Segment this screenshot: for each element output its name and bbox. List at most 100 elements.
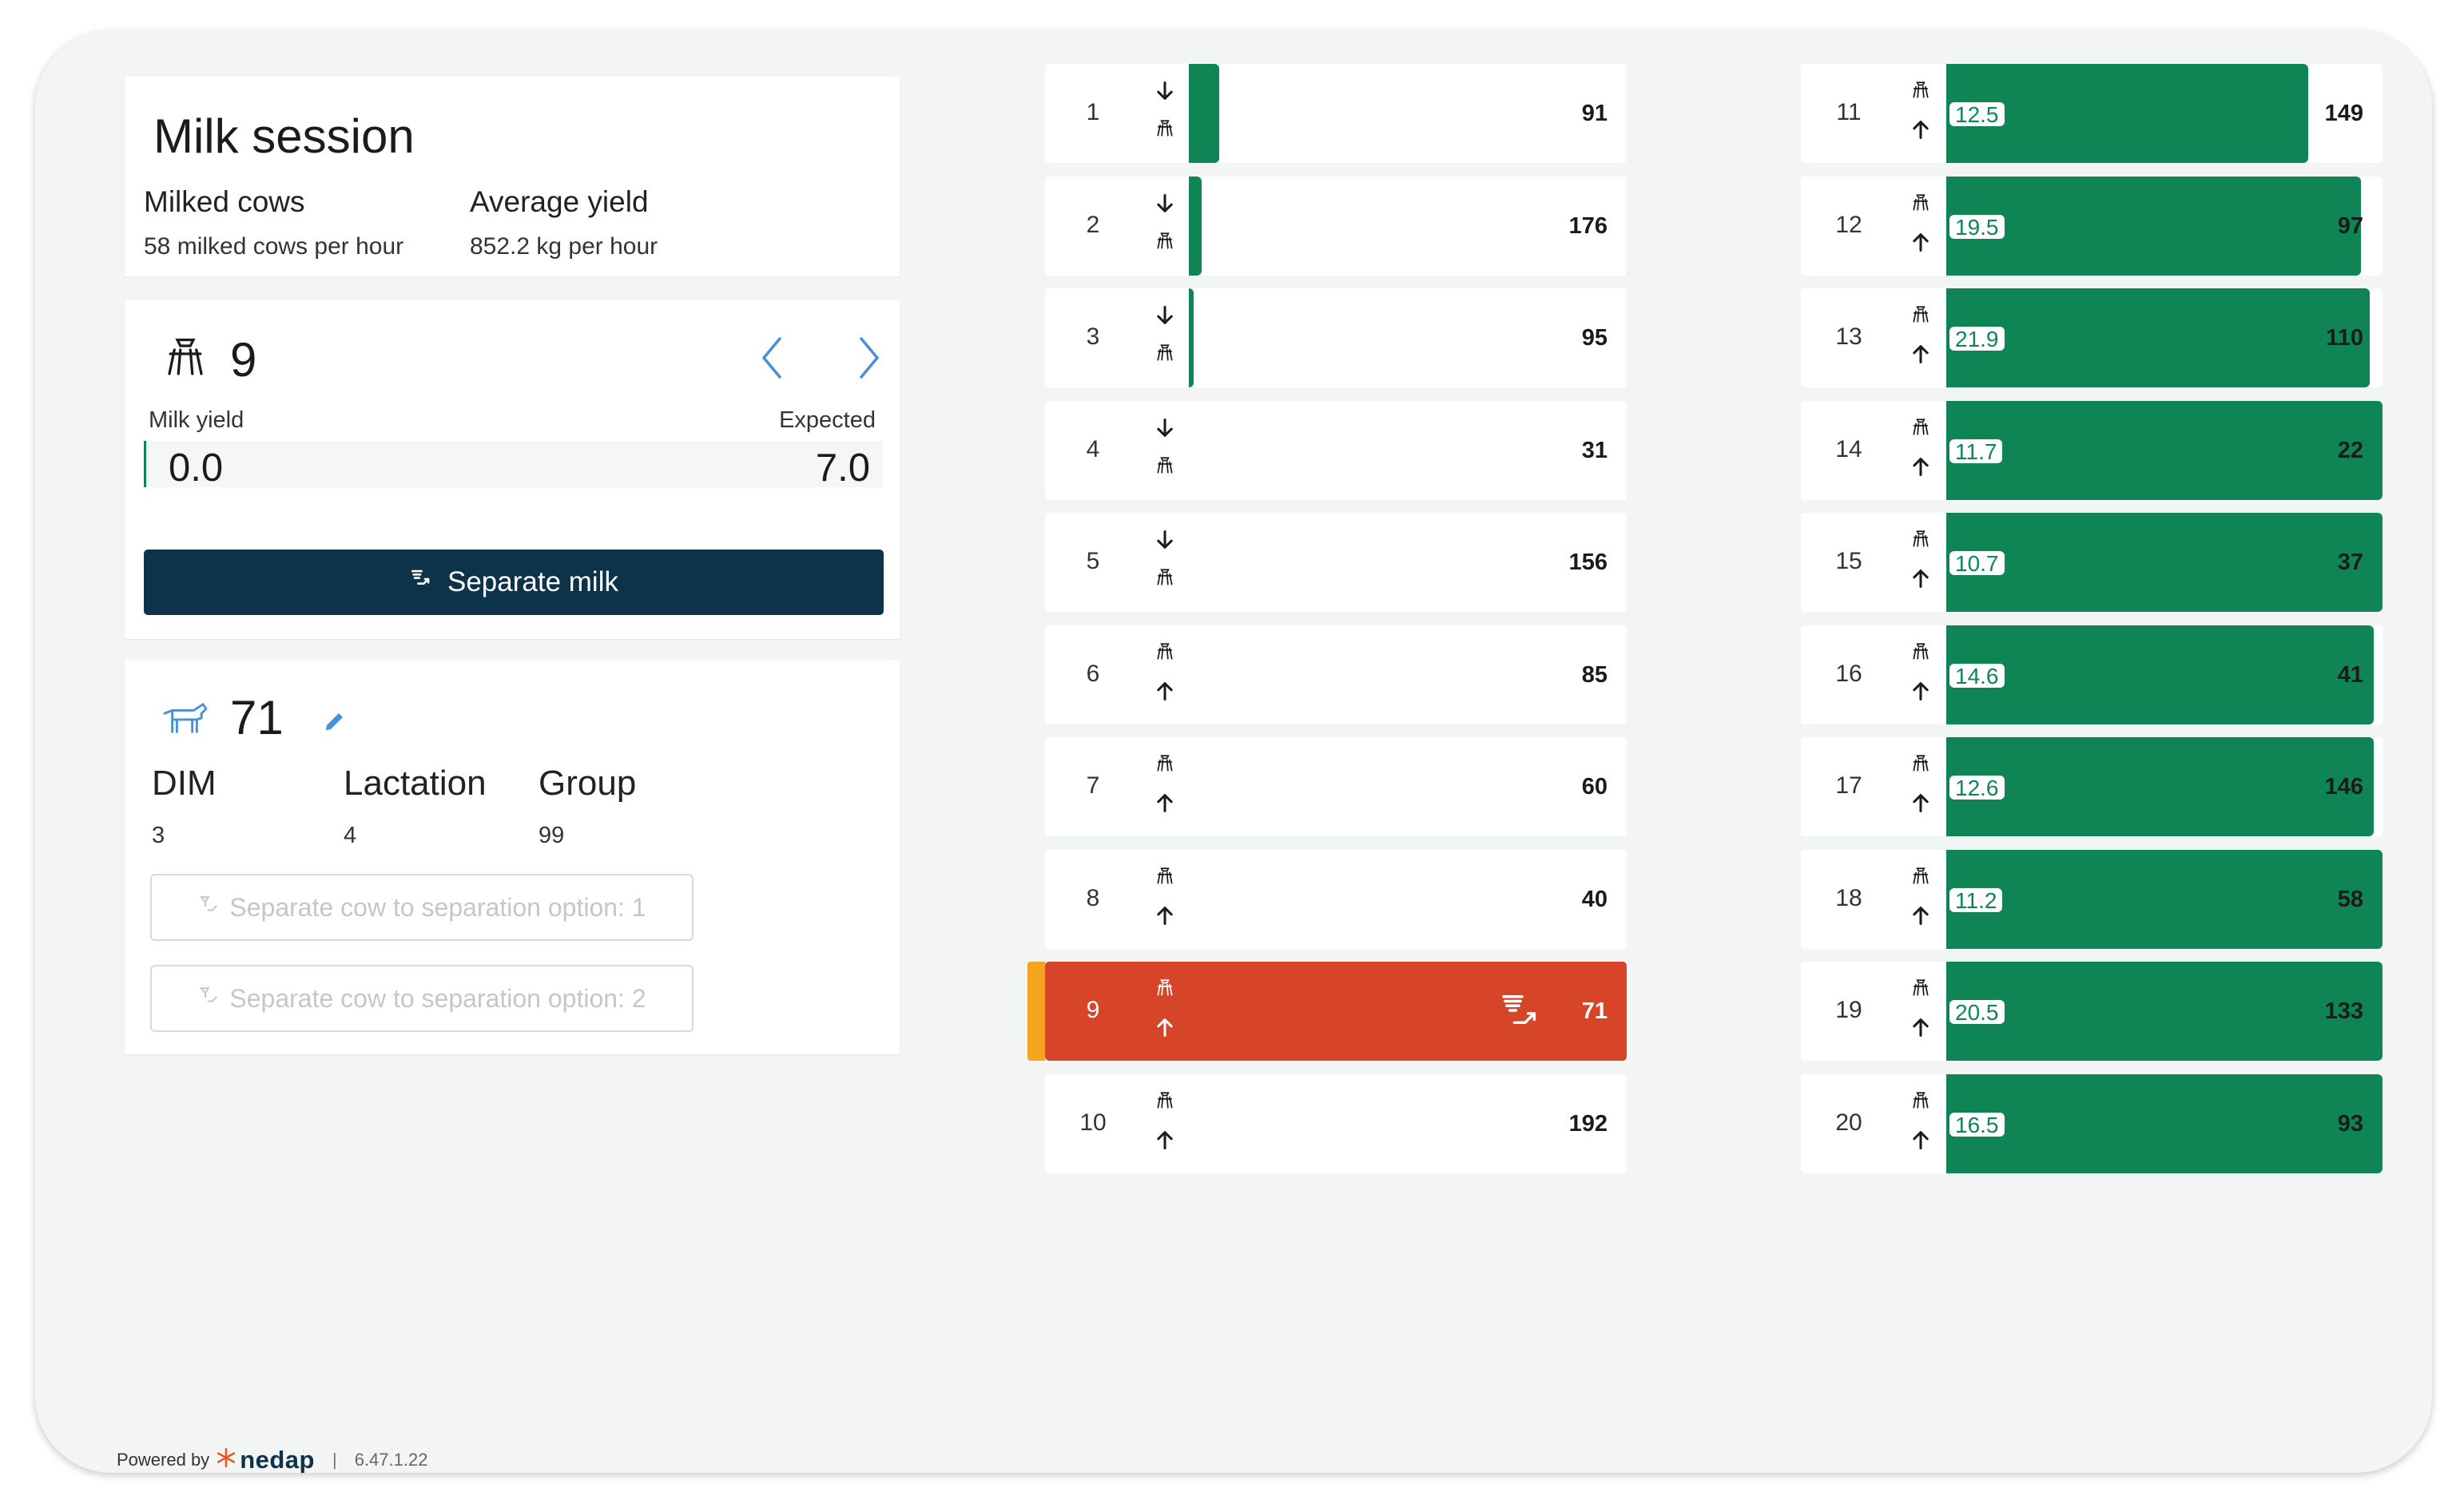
- stall-detail-panel: 9 Milk yield Expected 0.0 7.0 Separate m…: [125, 300, 900, 639]
- stall-row[interactable]: 20 16.5 93: [1801, 1073, 2383, 1173]
- milking-cluster-icon: [1910, 753, 1931, 778]
- separate-milk-icon: [1500, 992, 1544, 1033]
- arrow-down-icon: [1154, 192, 1176, 219]
- milk-yield-badge: 19.5: [1949, 214, 2005, 240]
- stall-row-number: 8: [1086, 884, 1100, 911]
- stall-row[interactable]: 1 91: [1045, 64, 1627, 163]
- milk-yield-badge: 16.5: [1949, 1112, 2005, 1137]
- milk-yield-badge: 11.2: [1949, 887, 2003, 913]
- stall-row-number: 19: [1835, 997, 1862, 1023]
- cow-number-label: 192: [1568, 1110, 1608, 1137]
- separation-option-2-button[interactable]: Separate cow to separation option: 2: [150, 965, 693, 1032]
- milked-cows-label: Milked cows: [144, 185, 305, 218]
- cow-number-label: 37: [2337, 550, 2363, 575]
- milk-progress-bar: [1946, 400, 2383, 500]
- powered-by-label: Powered by: [117, 1450, 210, 1470]
- pencil-icon[interactable]: [323, 709, 347, 737]
- milking-cluster-icon: [1155, 1090, 1175, 1115]
- cow-number-label: 93: [2337, 1110, 2363, 1137]
- separate-milk-label: Separate milk: [447, 566, 618, 597]
- milk-yield-badge: 10.7: [1949, 551, 2005, 576]
- group-label: Group: [539, 764, 637, 803]
- stall-row[interactable]: 10 192: [1045, 1073, 1627, 1173]
- footer: Powered by nedap | 6.47.1.22: [117, 1446, 427, 1473]
- stall-row-number: 1: [1086, 99, 1100, 125]
- milk-session-panel: Milk session Milked cows 58 milked cows …: [125, 77, 900, 276]
- active-stall-marker: [1027, 962, 1045, 1061]
- arrow-up-icon: [1910, 904, 1932, 931]
- stall-row[interactable]: 14 11.7 22: [1801, 400, 2383, 500]
- milking-cluster-icon: [1910, 80, 1931, 105]
- arrow-up-icon: [1910, 792, 1932, 818]
- milk-yield-value: 0.0: [169, 446, 224, 490]
- milking-cluster-icon: [1910, 304, 1931, 329]
- stall-row[interactable]: 12 19.5 97: [1801, 176, 2383, 276]
- stall-row[interactable]: 3 95: [1045, 288, 1627, 387]
- arrow-up-icon: [1154, 1016, 1176, 1042]
- nedap-star-icon: [216, 1447, 236, 1473]
- stall-row[interactable]: 13 21.9 110: [1801, 288, 2383, 387]
- cow-number-label: 95: [1581, 325, 1608, 351]
- stall-row[interactable]: 7 60: [1045, 737, 1627, 836]
- stall-row[interactable]: 15 10.7 37: [1801, 513, 2383, 612]
- stall-row[interactable]: 19 20.5 133: [1801, 962, 2383, 1061]
- milk-progress-bar: [1946, 1073, 2383, 1173]
- arrow-down-icon: [1154, 529, 1176, 555]
- stall-row[interactable]: 4 31: [1045, 400, 1627, 500]
- separate-cow-icon: [197, 892, 229, 923]
- stall-row[interactable]: 6 85: [1045, 625, 1627, 724]
- previous-stall-button[interactable]: [754, 332, 793, 383]
- cow-number-label: 149: [2324, 101, 2363, 126]
- separation-option-1-button[interactable]: Separate cow to separation option: 1: [150, 874, 693, 941]
- arrow-up-icon: [1910, 567, 1932, 593]
- cow-number-label: 176: [1568, 212, 1608, 239]
- average-yield-value: 852.2 kg per hour: [470, 233, 658, 260]
- stall-row[interactable]: 16 14.6 41: [1801, 625, 2383, 724]
- version-label: 6.47.1.22: [354, 1450, 428, 1470]
- stall-row[interactable]: 8 40: [1045, 849, 1627, 949]
- milking-cluster-icon: [1155, 455, 1175, 480]
- stall-row-number: 20: [1835, 1109, 1862, 1136]
- separate-milk-icon: [409, 565, 447, 600]
- cow-number-label: 31: [1581, 437, 1608, 463]
- milk-yield-badge: 12.6: [1949, 776, 2005, 800]
- arrow-up-icon: [1910, 118, 1932, 145]
- stall-row-number: 9: [1086, 997, 1100, 1023]
- stall-row-number: 5: [1086, 548, 1100, 574]
- separate-milk-button[interactable]: Separate milk: [144, 550, 884, 615]
- expected-label: Expected: [779, 407, 876, 433]
- milking-cluster-icon: [1155, 866, 1175, 891]
- lactation-value: 4: [344, 823, 357, 848]
- stall-row[interactable]: 2 176: [1045, 176, 1627, 276]
- stall-row[interactable]: 9 71: [1027, 962, 1627, 1061]
- dim-value: 3: [152, 823, 165, 848]
- cow-number-label: 97: [2337, 212, 2363, 239]
- stall-row-number: 6: [1086, 660, 1100, 687]
- stall-row[interactable]: 5 156: [1045, 513, 1627, 612]
- stall-row[interactable]: 11 12.5 149: [1801, 64, 2383, 163]
- arrow-up-icon: [1154, 1129, 1176, 1155]
- stall-row-number: 14: [1835, 435, 1862, 462]
- milk-progress-bar: [1946, 176, 2361, 276]
- milk-progress-bar: [1946, 737, 2374, 836]
- separation-option-1-label: Separate cow to separation option: 1: [229, 892, 646, 922]
- milk-progress-bar: [1189, 64, 1219, 163]
- milking-cluster-icon: [1910, 641, 1931, 666]
- stall-row[interactable]: 18 11.2 58: [1801, 849, 2383, 949]
- arrow-up-icon: [1910, 231, 1932, 257]
- arrow-up-icon: [1154, 904, 1176, 931]
- arrow-up-icon: [1910, 1016, 1932, 1042]
- milking-cluster-icon: [1155, 231, 1175, 256]
- milk-yield-display: 0.0 7.0: [144, 441, 883, 490]
- arrow-up-icon: [1910, 343, 1932, 369]
- cow-number-label: 40: [1581, 886, 1608, 912]
- next-stall-button[interactable]: [848, 332, 887, 383]
- milk-progress-bar: [1946, 64, 2308, 163]
- stall-row[interactable]: 17 12.6 146: [1801, 737, 2383, 836]
- milk-yield-badge: 11.7: [1949, 438, 2003, 464]
- cow-number-label: 156: [1568, 550, 1608, 575]
- milking-cluster-icon: [1910, 529, 1931, 554]
- stall-row-number: 2: [1086, 211, 1100, 238]
- cow-number-label: 71: [1581, 998, 1608, 1024]
- milking-cluster-icon: [1155, 118, 1175, 143]
